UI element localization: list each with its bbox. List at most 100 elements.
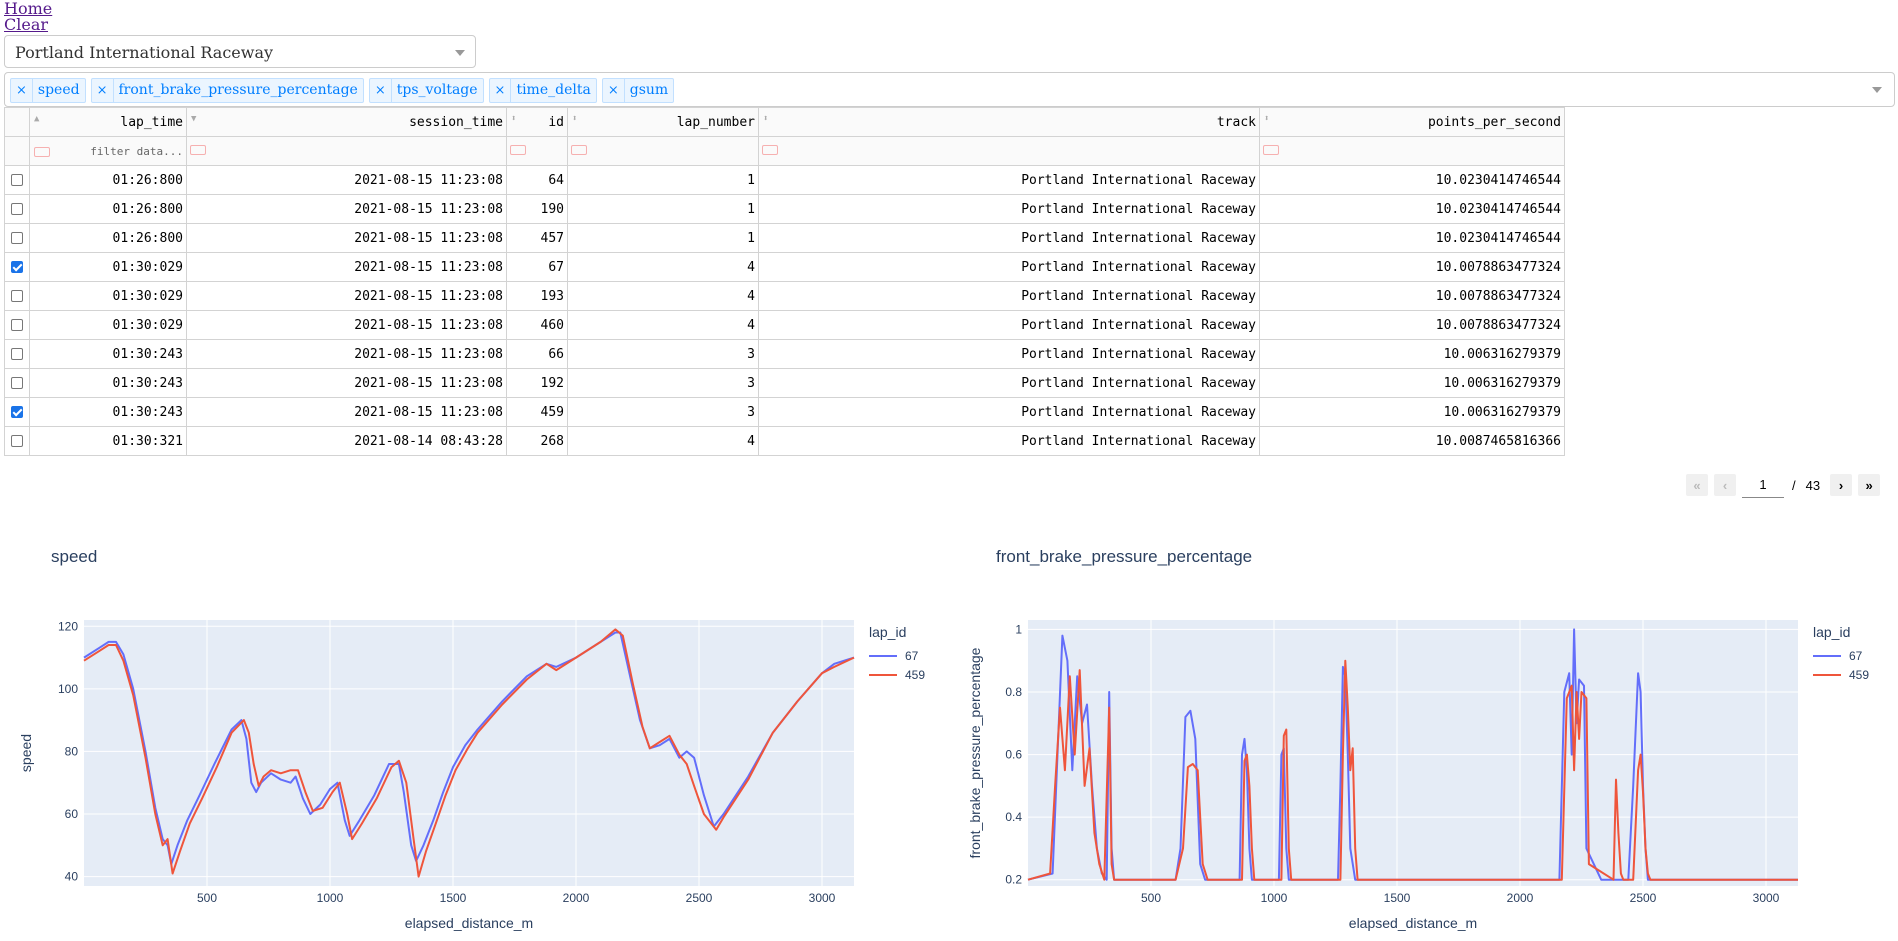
- column-header-points-per-second[interactable]: ⬍ points_per_second: [1260, 108, 1565, 137]
- table-cell-track[interactable]: Portland International Raceway: [759, 398, 1260, 427]
- table-cell-lap-time[interactable]: 01:30:243: [30, 369, 187, 398]
- table-cell-points-per-second[interactable]: 10.0087465816366: [1260, 427, 1565, 456]
- table-cell-id[interactable]: 192: [507, 369, 568, 398]
- table-cell-lap-time[interactable]: 01:30:029: [30, 311, 187, 340]
- table-cell-lap-number[interactable]: 3: [568, 369, 759, 398]
- row-checkbox[interactable]: [11, 348, 23, 360]
- table-cell-id[interactable]: 67: [507, 253, 568, 282]
- sort-icon[interactable]: ⬍: [572, 116, 577, 122]
- table-cell-points-per-second[interactable]: 10.006316279379: [1260, 340, 1565, 369]
- table-cell-points-per-second[interactable]: 10.0230414746544: [1260, 224, 1565, 253]
- last-page-button[interactable]: »: [1858, 474, 1880, 496]
- row-checkbox[interactable]: [11, 319, 23, 331]
- table-cell-session-time[interactable]: 2021-08-14 08:43:28: [187, 427, 507, 456]
- table-cell-lap-time[interactable]: 01:30:029: [30, 282, 187, 311]
- filter-case-icon[interactable]: [34, 147, 50, 157]
- table-cell-lap-time[interactable]: 01:30:321: [30, 427, 187, 456]
- row-checkbox[interactable]: [11, 174, 23, 186]
- table-cell-session-time[interactable]: 2021-08-15 11:23:08: [187, 224, 507, 253]
- table-cell-id[interactable]: 193: [507, 282, 568, 311]
- table-cell-lap-number[interactable]: 3: [568, 340, 759, 369]
- filter-case-icon[interactable]: [190, 145, 206, 155]
- table-cell-lap-time[interactable]: 01:26:800: [30, 166, 187, 195]
- filter-case-icon[interactable]: [571, 145, 587, 155]
- table-cell-session-time[interactable]: 2021-08-15 11:23:08: [187, 369, 507, 398]
- table-cell-points-per-second[interactable]: 10.0078863477324: [1260, 311, 1565, 340]
- table-cell-lap-time[interactable]: 01:30:243: [30, 398, 187, 427]
- filter-track[interactable]: [759, 137, 1260, 166]
- previous-page-button[interactable]: ‹: [1714, 474, 1736, 496]
- table-cell-track[interactable]: Portland International Raceway: [759, 282, 1260, 311]
- row-checkbox[interactable]: [11, 203, 23, 215]
- table-cell-points-per-second[interactable]: 10.0230414746544: [1260, 195, 1565, 224]
- filter-case-icon[interactable]: [510, 145, 526, 155]
- row-checkbox[interactable]: [11, 232, 23, 244]
- table-cell-session-time[interactable]: 2021-08-15 11:23:08: [187, 282, 507, 311]
- filter-session-time[interactable]: [187, 137, 507, 166]
- sort-icon[interactable]: ▼: [191, 116, 196, 122]
- sort-icon[interactable]: ▲: [34, 116, 39, 122]
- table-cell-session-time[interactable]: 2021-08-15 11:23:08: [187, 340, 507, 369]
- filter-case-icon[interactable]: [1263, 145, 1279, 155]
- filter-points-per-second[interactable]: [1260, 137, 1565, 166]
- row-checkbox[interactable]: [11, 261, 23, 273]
- table-cell-points-per-second[interactable]: 10.006316279379: [1260, 398, 1565, 427]
- table-cell-lap-number[interactable]: 4: [568, 282, 759, 311]
- table-cell-lap-time[interactable]: 01:30:029: [30, 253, 187, 282]
- page-number-input[interactable]: [1742, 473, 1784, 498]
- table-cell-lap-number[interactable]: 4: [568, 253, 759, 282]
- table-cell-track[interactable]: Portland International Raceway: [759, 224, 1260, 253]
- table-cell-session-time[interactable]: 2021-08-15 11:23:08: [187, 253, 507, 282]
- table-cell-id[interactable]: 457: [507, 224, 568, 253]
- next-page-button[interactable]: ›: [1830, 474, 1852, 496]
- brake-pressure-chart[interactable]: front_brake_pressure_percentage 500 1000 15…: [946, 540, 1898, 937]
- table-cell-session-time[interactable]: 2021-08-15 11:23:08: [187, 311, 507, 340]
- first-page-button[interactable]: «: [1686, 474, 1708, 496]
- remove-tag-icon[interactable]: ×: [92, 79, 114, 102]
- table-cell-track[interactable]: Portland International Raceway: [759, 195, 1260, 224]
- table-cell-id[interactable]: 64: [507, 166, 568, 195]
- remove-tag-icon[interactable]: ×: [11, 79, 33, 102]
- remove-tag-icon[interactable]: ×: [490, 79, 512, 102]
- chevron-down-icon[interactable]: [1872, 87, 1882, 93]
- table-cell-track[interactable]: Portland International Raceway: [759, 369, 1260, 398]
- table-cell-points-per-second[interactable]: 10.006316279379: [1260, 369, 1565, 398]
- row-checkbox[interactable]: [11, 377, 23, 389]
- table-cell-id[interactable]: 459: [507, 398, 568, 427]
- filter-lap-time[interactable]: filter data...: [30, 137, 187, 166]
- speed-chart[interactable]: speed 500 1000 1500 2000 2500 3000 40 60 80 100 120…: [0, 540, 946, 937]
- table-cell-track[interactable]: Portland International Raceway: [759, 311, 1260, 340]
- sort-icon[interactable]: ⬍: [1264, 116, 1269, 122]
- row-checkbox[interactable]: [11, 290, 23, 302]
- table-cell-track[interactable]: Portland International Raceway: [759, 427, 1260, 456]
- sort-icon[interactable]: ⬍: [763, 116, 768, 122]
- table-cell-lap-number[interactable]: 1: [568, 224, 759, 253]
- row-checkbox[interactable]: [11, 406, 23, 418]
- table-cell-id[interactable]: 66: [507, 340, 568, 369]
- table-cell-points-per-second[interactable]: 10.0078863477324: [1260, 282, 1565, 311]
- table-cell-points-per-second[interactable]: 10.0078863477324: [1260, 253, 1565, 282]
- table-cell-id[interactable]: 460: [507, 311, 568, 340]
- table-cell-lap-number[interactable]: 1: [568, 166, 759, 195]
- table-cell-lap-time[interactable]: 01:30:243: [30, 340, 187, 369]
- table-cell-lap-time[interactable]: 01:26:800: [30, 195, 187, 224]
- table-cell-track[interactable]: Portland International Raceway: [759, 166, 1260, 195]
- channel-multiselect[interactable]: × speed × front_brake_pressure_percentage × t…: [4, 72, 1895, 107]
- table-cell-lap-number[interactable]: 3: [568, 398, 759, 427]
- column-header-id[interactable]: ⬍ id: [507, 108, 568, 137]
- filter-id[interactable]: [507, 137, 568, 166]
- table-cell-lap-time[interactable]: 01:26:800: [30, 224, 187, 253]
- table-cell-lap-number[interactable]: 4: [568, 427, 759, 456]
- table-cell-session-time[interactable]: 2021-08-15 11:23:08: [187, 195, 507, 224]
- column-header-session-time[interactable]: ▼ session_time: [187, 108, 507, 137]
- column-header-track[interactable]: ⬍ track: [759, 108, 1260, 137]
- table-cell-points-per-second[interactable]: 10.0230414746544: [1260, 166, 1565, 195]
- remove-tag-icon[interactable]: ×: [603, 79, 625, 102]
- table-cell-lap-number[interactable]: 1: [568, 195, 759, 224]
- clear-link[interactable]: Clear: [4, 16, 48, 34]
- table-cell-id[interactable]: 268: [507, 427, 568, 456]
- table-cell-track[interactable]: Portland International Raceway: [759, 253, 1260, 282]
- chevron-down-icon[interactable]: [455, 50, 465, 56]
- table-cell-id[interactable]: 190: [507, 195, 568, 224]
- table-cell-lap-number[interactable]: 4: [568, 311, 759, 340]
